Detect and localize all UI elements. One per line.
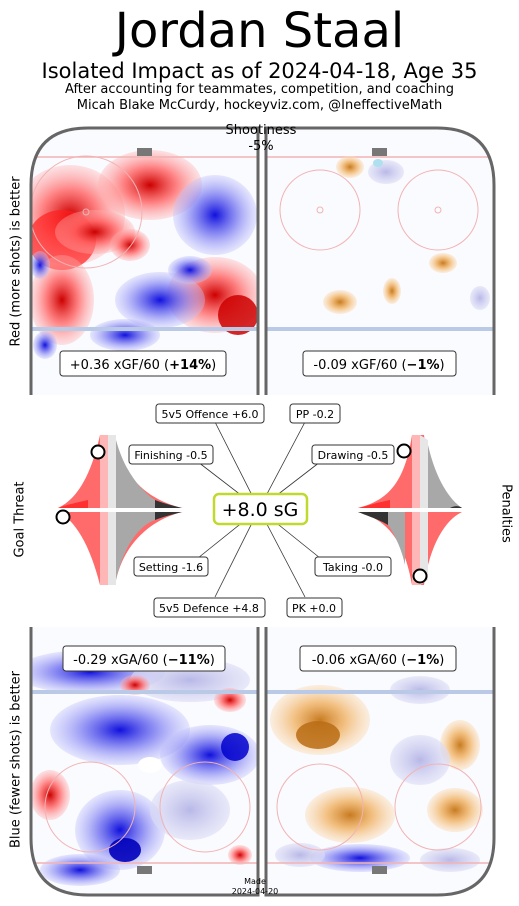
coldspot bbox=[33, 331, 57, 359]
hotspot bbox=[31, 255, 94, 345]
coldspot bbox=[470, 286, 490, 310]
sg-component-labels: 5v5 Offence +6.0 PP -0.2 Finishing -0.5 … bbox=[128, 403, 395, 618]
hotspot bbox=[323, 290, 357, 314]
svg-text:5v5 Defence +4.8: 5v5 Defence +4.8 bbox=[159, 602, 259, 615]
hotspot bbox=[429, 253, 457, 273]
component-finishing: Finishing -0.5 bbox=[128, 444, 214, 465]
coldspot bbox=[115, 272, 205, 328]
coldspot bbox=[109, 838, 141, 862]
powerplay-value: -0.09 xGF/60 ( bbox=[313, 358, 406, 373]
coldspot bbox=[173, 175, 257, 255]
component-drawing: Drawing -0.5 bbox=[311, 444, 395, 465]
powerplay-tail: ) bbox=[440, 358, 445, 373]
component-d55: 5v5 Defence +4.8 bbox=[153, 597, 266, 618]
hotspot bbox=[305, 787, 395, 843]
coldspot bbox=[390, 735, 450, 785]
svg-text:5v5 Offence +6.0: 5v5 Offence +6.0 bbox=[161, 408, 258, 421]
penalties-distribution bbox=[358, 435, 462, 585]
hotspot bbox=[383, 278, 401, 304]
chart-subtitle: Isolated Impact as of 2024-04-18, Age 35 bbox=[41, 59, 478, 83]
hotspot bbox=[270, 685, 370, 755]
hotspot bbox=[31, 770, 70, 820]
penalty-kill-tail: ) bbox=[439, 653, 444, 668]
component-setting: Setting -1.6 bbox=[133, 556, 209, 577]
penalty-kill-rink bbox=[266, 627, 494, 895]
powerplay-pct: −1% bbox=[407, 358, 440, 373]
svg-text:-0.06 xGA/60 (−1%): -0.06 xGA/60 (−1%) bbox=[312, 653, 445, 668]
finishing-marker bbox=[90, 444, 106, 460]
defence-5v5-value: -0.29 xGA/60 ( bbox=[73, 653, 168, 668]
author-credit: Micah Blake McCurdy, hockeyviz.com, @Ine… bbox=[76, 98, 443, 113]
coldspot bbox=[50, 695, 190, 765]
offence-5v5-label: +0.36 xGF/60 (+14%) bbox=[59, 350, 227, 377]
defence-5v5-pct: −11% bbox=[168, 653, 210, 668]
component-o55: 5v5 Offence +6.0 bbox=[155, 403, 265, 424]
penalty-kill-pct: −1% bbox=[406, 653, 439, 668]
svg-text:PK +0.0: PK +0.0 bbox=[292, 602, 336, 615]
offence-5v5-tail: ) bbox=[211, 358, 216, 373]
coldspot bbox=[310, 844, 410, 872]
hotspot bbox=[336, 156, 364, 178]
shootiness-label: Shootiness bbox=[226, 123, 297, 138]
coldspot bbox=[90, 319, 160, 351]
hotspot bbox=[228, 845, 252, 865]
svg-text:PP -0.2: PP -0.2 bbox=[296, 408, 334, 421]
hotspot bbox=[440, 720, 480, 770]
defence-5v5-label: -0.29 xGA/60 (−11%) bbox=[62, 645, 226, 672]
svg-text:Drawing -0.5: Drawing -0.5 bbox=[318, 449, 389, 462]
hotspot bbox=[427, 788, 483, 832]
svg-text:Setting -1.6: Setting -1.6 bbox=[139, 561, 203, 574]
coldspot bbox=[221, 733, 249, 761]
offence-5v5-value: +0.36 xGF/60 ( bbox=[70, 358, 169, 373]
shootiness-value: -5% bbox=[248, 139, 273, 154]
coldspot bbox=[40, 854, 120, 886]
player-name: Jordan Staal bbox=[114, 3, 405, 59]
component-pp: PP -0.2 bbox=[289, 403, 341, 424]
component-taking: Taking -0.0 bbox=[314, 556, 392, 577]
coldspot bbox=[373, 159, 383, 167]
svg-text:-0.09 xGF/60 (−1%): -0.09 xGF/60 (−1%) bbox=[313, 358, 444, 373]
coldspot bbox=[31, 251, 50, 279]
svg-text:-0.29 xGA/60 (−11%): -0.29 xGA/60 (−11%) bbox=[73, 653, 215, 668]
svg-text:Taking -0.0: Taking -0.0 bbox=[322, 561, 383, 574]
sg-total: +8.0 sG bbox=[222, 499, 299, 521]
offence-5v5-pct: +14% bbox=[169, 358, 211, 373]
setting-marker bbox=[55, 509, 71, 525]
coldspot bbox=[168, 256, 212, 284]
made-label: Made bbox=[244, 877, 266, 886]
drawing-marker bbox=[396, 443, 412, 459]
penalty-kill-value: -0.06 xGA/60 ( bbox=[312, 653, 407, 668]
hotspot bbox=[218, 295, 258, 335]
svg-text:Finishing -0.5: Finishing -0.5 bbox=[134, 449, 207, 462]
coldspot bbox=[150, 780, 230, 840]
component-pk: PK +0.0 bbox=[286, 597, 343, 618]
taking-marker bbox=[412, 568, 428, 584]
defence-5v5-tail: ) bbox=[210, 653, 215, 668]
gap bbox=[138, 757, 162, 773]
penalty-kill-label: -0.06 xGA/60 (−1%) bbox=[299, 645, 457, 672]
goal-threat-distribution bbox=[55, 435, 182, 585]
adjustment-note: After accounting for teammates, competit… bbox=[65, 82, 454, 97]
hotspot bbox=[296, 721, 340, 749]
sg-total-box: +8.0 sG bbox=[212, 492, 309, 526]
coldspot bbox=[75, 790, 165, 870]
hotspot bbox=[110, 229, 150, 261]
svg-text:+0.36 xGF/60 (+14%): +0.36 xGF/60 (+14%) bbox=[70, 358, 216, 373]
coldspot bbox=[420, 848, 480, 872]
made-date: 2024-04-20 bbox=[232, 887, 279, 896]
powerplay-label: -0.09 xGF/60 (−1%) bbox=[302, 350, 457, 377]
